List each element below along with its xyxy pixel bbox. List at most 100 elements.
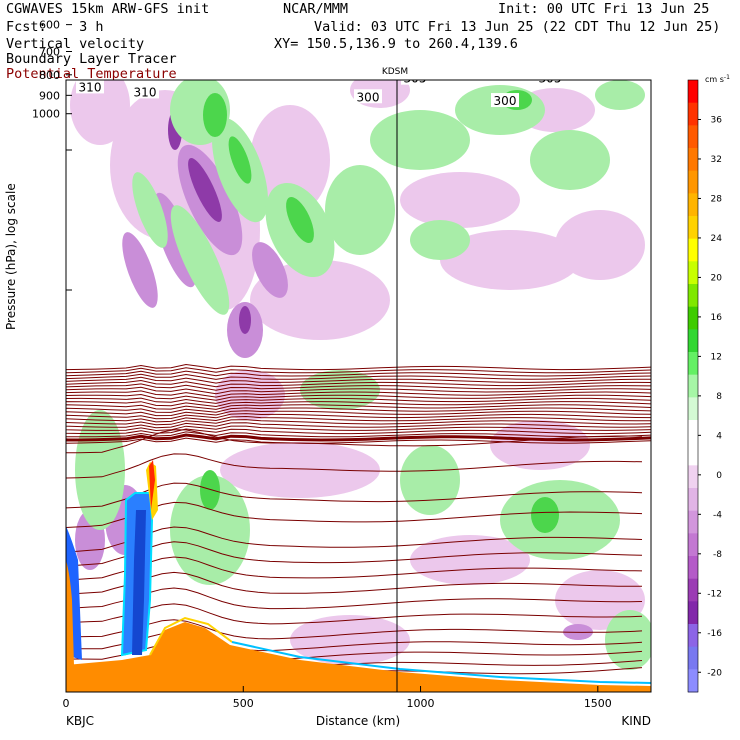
colorbar-swatch (688, 306, 698, 330)
colorbar-tick-label: 28 (711, 194, 723, 204)
theta-label-bg (182, 55, 210, 69)
theta-contour-line (66, 419, 651, 426)
colorbar-swatch (688, 646, 698, 670)
theta-label-bg (401, 80, 429, 85)
colorbar-swatch (688, 102, 698, 126)
theta-label: 315 (419, 23, 442, 37)
colorbar-swatch (688, 510, 698, 534)
theta-contour-line (66, 632, 643, 662)
theta-contour-line (66, 453, 643, 485)
colorbar-swatch (688, 397, 698, 421)
field-boundary-layer-tracer: Boundary Layer Tracer (6, 51, 177, 67)
theta-label-bg (131, 84, 159, 99)
potential-temperature-contours (66, 363, 651, 690)
theta-label: 315 (559, 14, 582, 28)
theta-label-bg (224, 4, 252, 18)
colorbar-tick-label: 16 (711, 313, 723, 323)
field-vertical-velocity: Vertical velocity (6, 36, 145, 52)
y-tick-label: 1000 (32, 108, 60, 121)
y-tick-label: 700 (39, 46, 60, 59)
theta-contour-line (66, 397, 651, 404)
colorbar-swatch (688, 374, 698, 398)
theta-contour-line (66, 401, 651, 408)
valid-time: Valid: 03 UTC Fri 13 Jun 25 (22 CDT Thu … (314, 19, 721, 35)
colorbar-swatch (688, 669, 698, 693)
colorbar-tick-label: 8 (716, 392, 722, 402)
theta-contour-line (66, 386, 651, 395)
station-mid-label: KDSM (382, 67, 408, 77)
colorbar-tick-label: -8 (713, 550, 722, 560)
theta-contour-line (66, 393, 651, 401)
theta-label: 305 (404, 72, 427, 86)
theta-label-bg (76, 80, 104, 94)
theta-contour-line (66, 642, 643, 672)
cross-section-endpoints: XY= 150.5,136.9 to 260.4,139.6 (274, 36, 518, 52)
x-axis-label: Distance (km) (316, 714, 400, 728)
colorbar-swatch (688, 465, 698, 489)
colorbar-unit: cm s-1 (705, 74, 730, 84)
colorbar-tick-label: 12 (711, 352, 722, 362)
theta-contour-line (66, 428, 651, 435)
colorbar-tick-label: 24 (711, 234, 723, 244)
colorbar-swatch (688, 238, 698, 262)
theta-label: 310 (359, 47, 382, 61)
colorbar: 36 32 28 24 20 16 12 8 4 0 -4 -8 -12 -16 -20 (687, 79, 723, 693)
colorbar-tick-label: 36 (711, 115, 723, 125)
colorbar-swatch (688, 556, 698, 580)
theta-label: 305 (539, 72, 562, 86)
theta-contour-line (66, 425, 651, 432)
colorbar-tick-label: 20 (711, 273, 723, 283)
colorbar-swatch (688, 488, 698, 512)
theta-contour-line (66, 407, 651, 413)
theta-contour-line (66, 379, 651, 388)
x-tick-label: 1500 (584, 697, 612, 710)
colorbar-tick-label: -16 (707, 629, 722, 639)
theta-contour-line (66, 370, 651, 377)
boundary-layer-tracer (66, 460, 651, 692)
theta-label: 310 (606, 47, 629, 61)
colorbar-swatch (688, 284, 698, 308)
theta-label: 310 (79, 80, 102, 94)
colorbar-tick-label: -4 (713, 510, 722, 520)
colorbar-tick-label: -12 (707, 589, 722, 599)
org-label: NCAR/MMM (283, 1, 349, 17)
x-tick-label: 0 (63, 697, 70, 710)
theta-label-bg (536, 80, 564, 85)
colorbar-swatch (688, 148, 698, 172)
theta-label-bg (491, 93, 519, 108)
colorbar-swatch (688, 533, 698, 557)
theta-contour-line (66, 603, 643, 635)
theta-label: 315 (185, 56, 208, 70)
theta-label-bg (603, 46, 631, 60)
colorbar-swatch (688, 261, 698, 285)
strong-upward-motion-areas (200, 90, 559, 533)
colorbar-swatch (688, 329, 698, 353)
theta-contour-line (66, 619, 643, 650)
colorbar-swatch (688, 125, 698, 149)
model-title: CGWAVES 15km ARW-GFS init (6, 1, 210, 17)
colorbar-swatch (688, 352, 698, 376)
init-time: Init: 00 UTC Fri 13 Jun 25 (498, 1, 710, 17)
theta-label-bg (356, 46, 384, 60)
field-potential-temperature: Potential Temperature (6, 66, 177, 82)
y-tick-label: 800 (39, 69, 60, 82)
colorbar-swatch (688, 420, 698, 444)
theta-label: 300 (357, 90, 380, 104)
theta-label: 320 (606, 0, 629, 13)
theta-contour-line (66, 376, 651, 384)
colorbar-swatch (688, 578, 698, 602)
theta-label-bg (484, 39, 512, 53)
theta-contour-line (66, 373, 651, 380)
theta-label-bg (354, 89, 382, 104)
theta-contour-line (66, 433, 651, 442)
colorbar-swatch (688, 170, 698, 194)
forecast-hour: Fcst: 3 h (6, 19, 104, 35)
theta-contour-line (66, 410, 651, 417)
colorbar-tick-label: 4 (716, 431, 722, 441)
vertical-velocity-field: 4054154104204204054154104104003953904003… (66, 0, 651, 692)
theta-contour-line (66, 363, 651, 371)
theta-label-bg (416, 22, 444, 36)
theta-label: 310 (487, 40, 510, 54)
station-left-label: KBJC (66, 714, 94, 728)
colorbar-swatch (688, 624, 698, 648)
